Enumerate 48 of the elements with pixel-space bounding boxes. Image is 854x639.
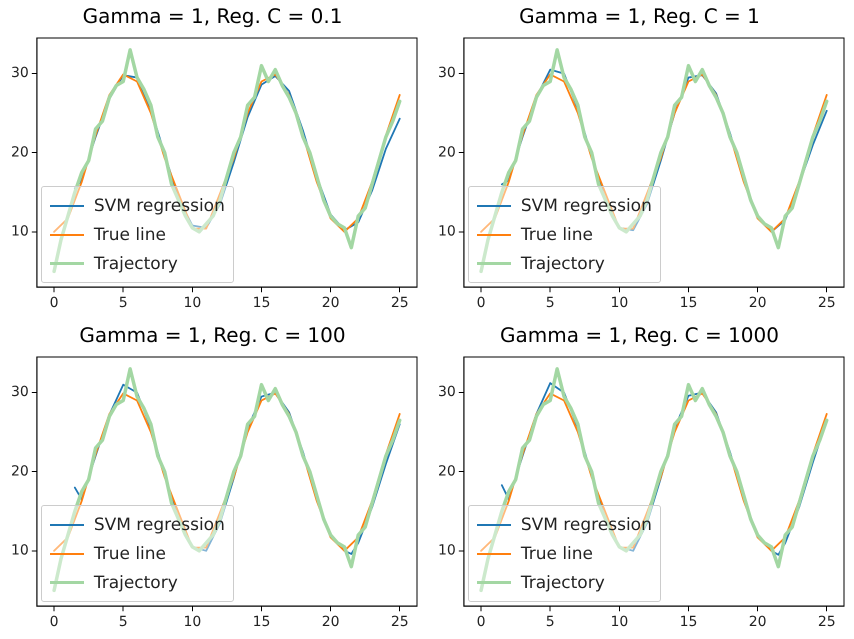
x-tick-label: 25 (390, 295, 409, 312)
x-tick-label: 15 (252, 614, 270, 630)
x-tick-label: 20 (748, 295, 767, 312)
legend-label: Trajectory (520, 254, 605, 274)
y-tick-label: 10 (438, 223, 456, 240)
y-tick-label: 20 (10, 463, 29, 480)
x-tick-label: 5 (546, 614, 555, 630)
y-tick-label: 30 (10, 384, 29, 400)
y-tick-label: 10 (10, 542, 29, 558)
x-tick-label: 25 (818, 614, 836, 630)
x-tick-label: 5 (118, 614, 128, 630)
chart-title: Gamma = 1, Reg. C = 1000 (500, 323, 779, 348)
legend-label: Trajectory (520, 572, 605, 593)
chart-title: Gamma = 1, Reg. C = 0.1 (82, 4, 342, 28)
y-tick-label: 30 (438, 384, 456, 400)
x-tick-label: 15 (252, 295, 270, 312)
x-tick-label: 15 (680, 614, 698, 630)
legend-label: Trajectory (94, 254, 178, 274)
x-tick-label: 5 (546, 295, 555, 312)
chart-title: Gamma = 1, Reg. C = 100 (79, 323, 346, 348)
y-tick-label: 10 (10, 223, 29, 240)
y-tick-label: 20 (10, 144, 29, 160)
legend-label: Trajectory (94, 572, 178, 593)
x-tick-label: 15 (680, 295, 698, 312)
y-tick-label: 20 (438, 144, 456, 160)
y-tick-label: 30 (438, 65, 456, 82)
y-tick-label: 10 (438, 542, 456, 558)
y-tick-label: 30 (10, 65, 29, 82)
x-tick-label: 0 (476, 295, 486, 312)
legend-label: True line (520, 224, 594, 245)
x-tick-label: 20 (322, 295, 340, 312)
x-tick-label: 10 (610, 295, 628, 312)
x-tick-label: 10 (610, 614, 628, 630)
x-tick-label: 0 (50, 614, 59, 630)
x-tick-label: 10 (183, 295, 202, 312)
chart-title: Gamma = 1, Reg. C = 1 (519, 4, 760, 28)
y-tick-label: 20 (438, 463, 456, 480)
x-tick-label: 0 (476, 614, 486, 630)
legend-label: True line (94, 224, 166, 245)
x-tick-label: 20 (322, 614, 340, 630)
legend-label: True line (520, 544, 594, 564)
x-tick-label: 20 (748, 614, 767, 630)
x-tick-label: 25 (390, 614, 409, 630)
legend-label: True line (94, 544, 166, 564)
x-tick-label: 10 (183, 614, 202, 630)
x-tick-label: 5 (118, 295, 128, 312)
x-tick-label: 0 (50, 295, 59, 312)
x-tick-label: 25 (818, 295, 836, 312)
